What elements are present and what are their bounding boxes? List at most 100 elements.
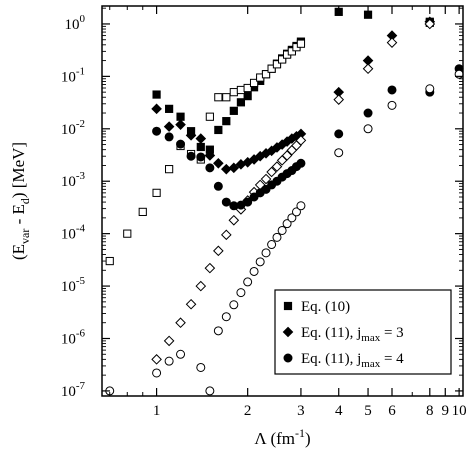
data-point-open-diamond — [151, 354, 162, 365]
data-point-open-diamond — [362, 63, 374, 75]
legend-marker-square — [283, 301, 293, 311]
legend-box — [274, 289, 452, 375]
data-point-open-diamond — [221, 229, 232, 241]
data-point-open-circle — [425, 84, 435, 94]
data-point-open-diamond — [228, 214, 240, 226]
x-tick-label: 4 — [335, 403, 343, 419]
data-point-filled-circle — [221, 197, 231, 207]
data-point-filled-square — [236, 98, 246, 107]
data-point-filled-diamond — [185, 130, 197, 141]
x-axis-title-sup: -1 — [295, 426, 305, 440]
legend-items: Eq. (10) Eq. (11), jmax = 3 Eq. (11), jmax… — [282, 299, 404, 370]
data-point-open-diamond — [271, 161, 283, 172]
tick-labels: 1 2 3 4 5 6 8 9 10 10-7 10-6 10-5 10-4 10-3 10-2 10-1 10… — [61, 13, 467, 419]
data-point-open-circle — [229, 300, 239, 310]
data-point-filled-square — [152, 90, 161, 99]
data-point-filled-diamond — [228, 162, 240, 174]
data-point-open-square — [249, 78, 259, 88]
data-point-filled-diamond — [213, 157, 224, 169]
data-point-filled-square — [243, 92, 252, 101]
x-tick-label: 8 — [426, 403, 434, 419]
y-axis-title-sub2: d — [18, 198, 32, 204]
data-point-filled-diamond — [204, 150, 216, 161]
y-axis-title-a: (E — [9, 244, 28, 260]
plot-frame — [101, 5, 464, 397]
data-point-filled-circle — [186, 151, 196, 161]
data-point-filled-circle — [249, 192, 259, 202]
data-point-open-square — [214, 93, 223, 102]
legend: Eq. (10) Eq. (11), jmax = 3 Eq. (11), jmax… — [274, 289, 452, 375]
data-point-filled-diamond — [175, 119, 186, 130]
data-point-open-diamond — [281, 150, 293, 161]
data-point-open-square — [123, 229, 132, 238]
data-point-filled-diamond — [151, 103, 162, 115]
x-tick-label: 10 — [452, 403, 467, 419]
data-point-open-diamond — [386, 37, 398, 48]
data-point-open-diamond — [424, 18, 436, 30]
data-point-open-square — [243, 83, 252, 93]
data-point-filled-circle — [196, 152, 206, 162]
data-point-open-square — [152, 188, 161, 197]
data-point-open-diamond — [175, 317, 186, 329]
y-axis-title: (Evar - Ed) [MeV] — [9, 142, 32, 260]
data-point-filled-circle — [205, 163, 215, 173]
data-point-filled-square — [176, 112, 185, 121]
y-tick-label: 10-4 — [61, 223, 86, 243]
data-point-open-diamond — [266, 166, 277, 178]
data-point-open-circle — [152, 368, 162, 378]
data-point-open-square — [138, 207, 147, 216]
data-point-open-circle — [272, 232, 282, 242]
data-point-open-circle — [363, 124, 373, 134]
data-point-filled-square — [214, 125, 223, 135]
y-axis-title-b: - E — [9, 204, 28, 229]
data-point-open-diamond — [295, 135, 307, 146]
data-point-filled-square — [165, 104, 174, 113]
data-point-open-circle — [255, 257, 265, 267]
data-point-filled-circle — [387, 85, 397, 95]
x-tick-label: 5 — [364, 403, 372, 419]
data-point-open-circle — [291, 207, 301, 217]
data-point-open-circle — [205, 386, 215, 396]
data-point-open-circle — [296, 201, 306, 211]
data-point-open-diamond — [333, 94, 345, 105]
data-point-open-square — [287, 47, 296, 56]
x-axis-title-main: Λ (fm — [254, 429, 295, 448]
series-square — [105, 7, 434, 266]
legend-marker-circle — [283, 353, 293, 363]
data-point-open-diamond — [195, 280, 207, 292]
data-point-open-circle — [236, 288, 246, 298]
data-point-open-circle — [176, 349, 186, 359]
data-point-open-square — [205, 112, 214, 121]
data-point-open-square — [229, 88, 238, 97]
data-point-open-diamond — [260, 173, 272, 185]
y-tick-label: 100 — [65, 13, 86, 33]
legend-label: Eq. (11), jmax = 3 — [301, 325, 404, 344]
data-point-open-square — [272, 60, 282, 69]
data-point-open-circle — [454, 69, 464, 79]
y-axis-title-c: ) [MeV] — [9, 142, 28, 198]
y-tick-label: 10-7 — [61, 380, 86, 400]
x-tick-label: 2 — [244, 403, 252, 419]
data-marks — [105, 7, 464, 396]
data-point-open-square — [278, 55, 287, 64]
data-point-open-diamond — [163, 335, 175, 347]
data-point-filled-circle — [334, 129, 344, 139]
data-point-open-square — [105, 256, 114, 266]
legend-label: Eq. (10) — [301, 299, 350, 315]
data-point-open-square — [165, 165, 174, 174]
x-axis-title: Λ (fm-1) — [254, 426, 310, 448]
data-point-filled-square — [222, 117, 231, 126]
data-point-filled-square — [196, 142, 205, 152]
x-tick-label: 1 — [153, 403, 161, 419]
data-point-open-circle — [249, 266, 259, 276]
data-point-open-square — [261, 70, 271, 79]
y-tick-label: 10-2 — [61, 118, 85, 138]
data-point-filled-diamond — [195, 133, 207, 144]
data-point-filled-circle — [164, 132, 174, 142]
x-tick-label: 9 — [442, 403, 450, 419]
series-circle — [105, 64, 464, 396]
series-diamond — [151, 16, 436, 365]
data-point-open-circle — [221, 312, 231, 322]
data-point-open-circle — [387, 100, 397, 110]
